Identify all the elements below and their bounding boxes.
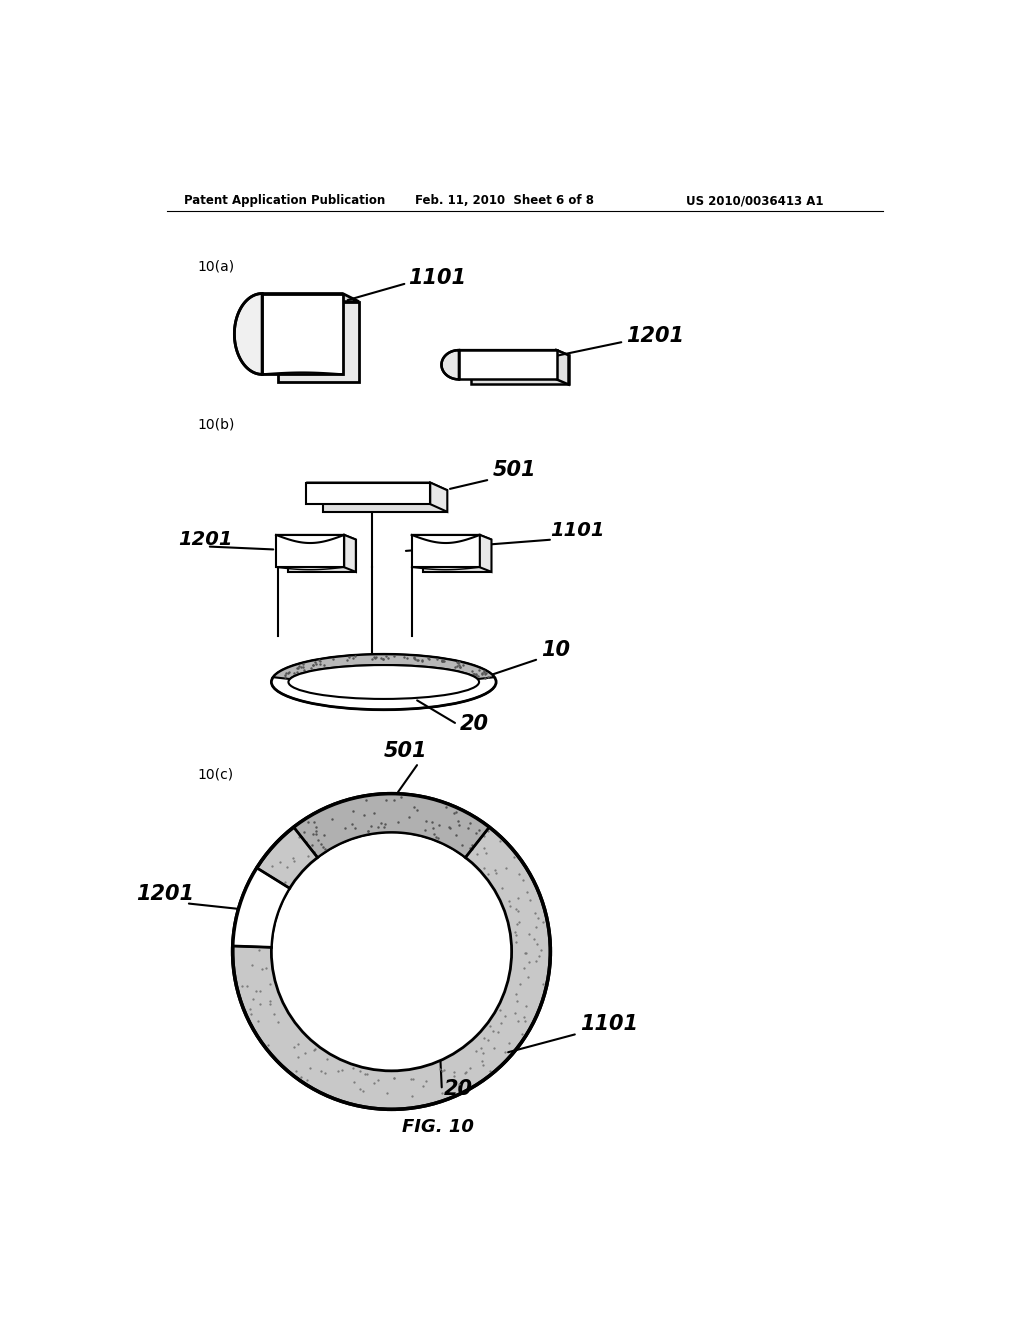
Text: 1201: 1201 <box>136 884 194 904</box>
Polygon shape <box>276 535 356 540</box>
Polygon shape <box>557 350 568 384</box>
Polygon shape <box>412 535 492 540</box>
Text: 1101: 1101 <box>550 520 605 540</box>
Polygon shape <box>294 793 489 858</box>
Text: 501: 501 <box>493 461 536 480</box>
Polygon shape <box>471 355 568 384</box>
Ellipse shape <box>271 655 496 710</box>
Polygon shape <box>423 540 492 572</box>
Text: 1201: 1201 <box>627 326 684 346</box>
Polygon shape <box>262 293 343 375</box>
Polygon shape <box>344 535 356 572</box>
Text: Patent Application Publication: Patent Application Publication <box>183 194 385 207</box>
Polygon shape <box>459 350 568 355</box>
Polygon shape <box>234 293 262 375</box>
Ellipse shape <box>289 665 479 700</box>
Polygon shape <box>430 483 447 512</box>
Polygon shape <box>306 483 447 490</box>
Polygon shape <box>279 302 359 383</box>
Text: 1201: 1201 <box>178 529 232 549</box>
Text: US 2010/0036413 A1: US 2010/0036413 A1 <box>686 194 823 207</box>
Polygon shape <box>480 535 492 572</box>
Text: 10(a): 10(a) <box>198 259 234 273</box>
Text: 20: 20 <box>460 714 488 734</box>
Polygon shape <box>459 350 557 379</box>
Text: 501: 501 <box>384 741 427 760</box>
Circle shape <box>271 832 512 1071</box>
Polygon shape <box>232 867 290 948</box>
Polygon shape <box>288 540 356 572</box>
Text: 10(c): 10(c) <box>198 767 233 781</box>
Polygon shape <box>324 490 447 512</box>
Text: Feb. 11, 2010  Sheet 6 of 8: Feb. 11, 2010 Sheet 6 of 8 <box>415 194 594 207</box>
Circle shape <box>232 793 550 1109</box>
Polygon shape <box>276 535 344 568</box>
Text: 1101: 1101 <box>409 268 467 288</box>
Polygon shape <box>441 350 459 379</box>
Polygon shape <box>412 535 480 568</box>
Polygon shape <box>262 293 359 302</box>
Polygon shape <box>306 483 430 504</box>
Polygon shape <box>273 655 495 678</box>
Text: 1101: 1101 <box>580 1014 638 1034</box>
Text: 20: 20 <box>444 1080 473 1100</box>
Text: 10: 10 <box>541 640 570 660</box>
Text: FIG. 10: FIG. 10 <box>402 1118 474 1137</box>
Text: 10(b): 10(b) <box>198 417 236 432</box>
